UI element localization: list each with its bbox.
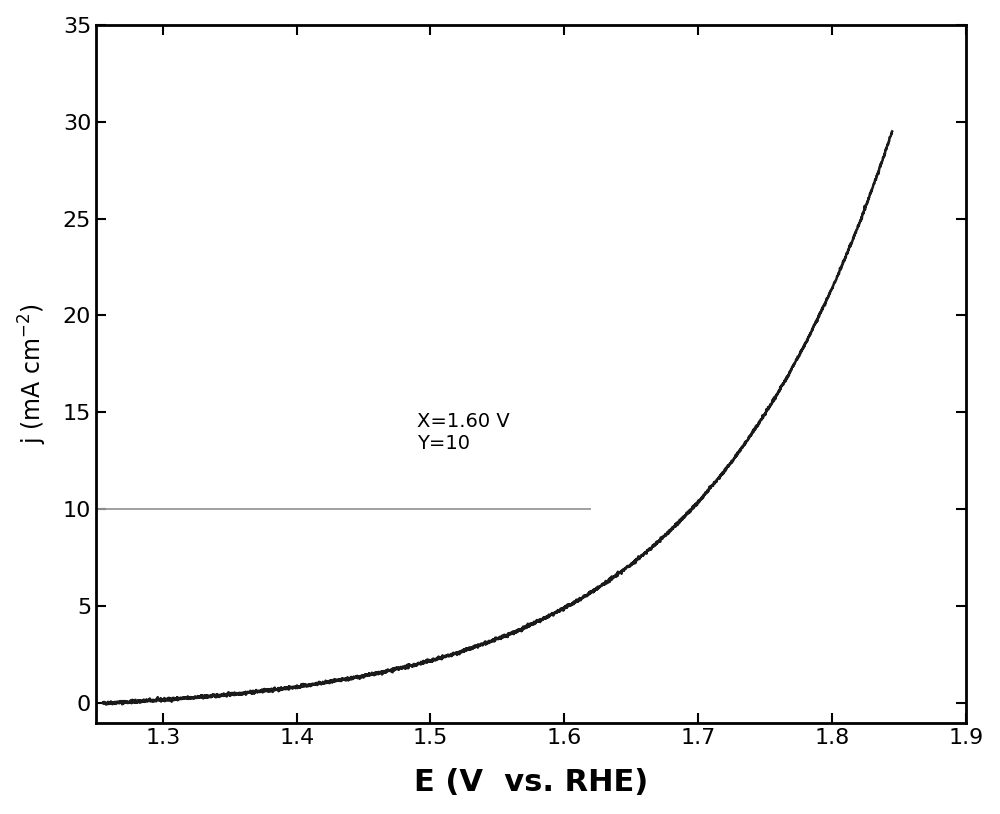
Text: X=1.60 V
Y=10: X=1.60 V Y=10: [417, 413, 510, 453]
X-axis label: E (V  vs. RHE): E (V vs. RHE): [414, 768, 648, 798]
Y-axis label: j (mA cm$^{-2}$): j (mA cm$^{-2}$): [17, 304, 49, 444]
